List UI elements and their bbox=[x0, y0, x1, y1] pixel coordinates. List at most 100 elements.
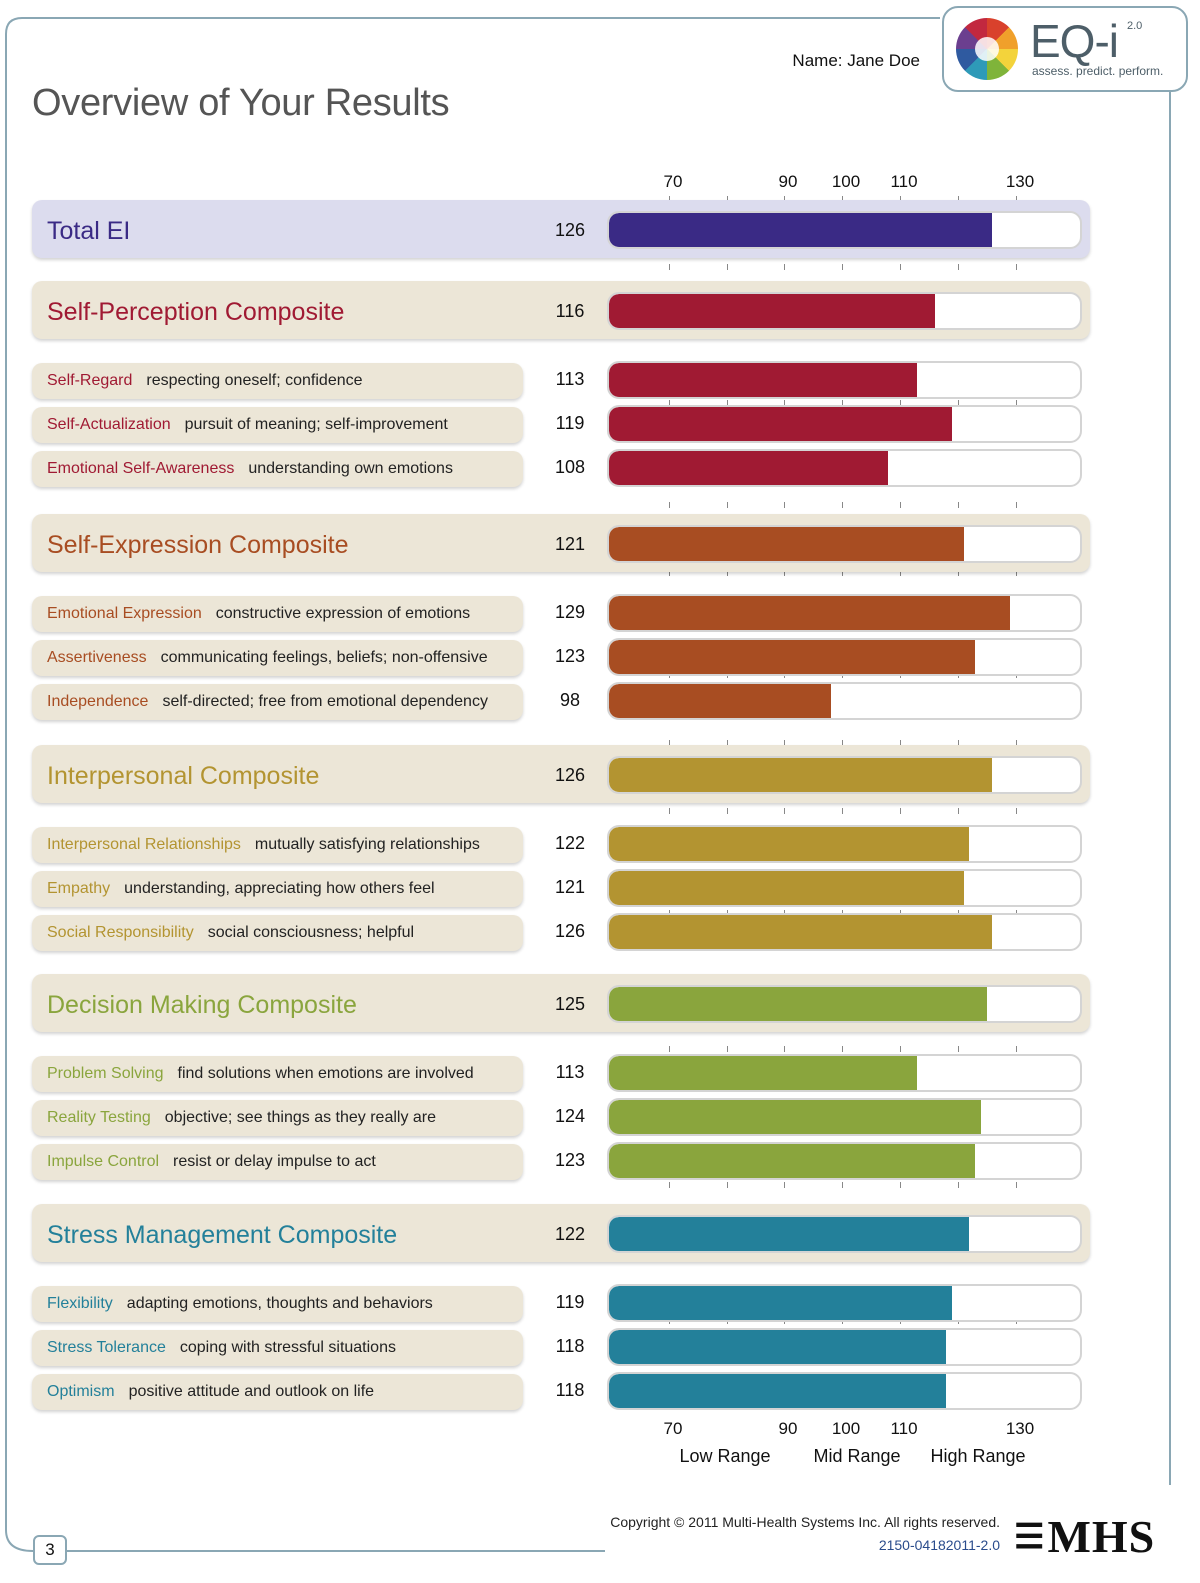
gridline-tick bbox=[669, 1046, 670, 1052]
score-bar-track bbox=[607, 211, 1082, 249]
score-value: 98 bbox=[559, 690, 581, 710]
page-title: Overview of Your Results bbox=[32, 82, 450, 124]
scale-title: Stress Tolerance bbox=[47, 1339, 166, 1356]
score-value: 122 bbox=[554, 1224, 586, 1244]
scale-name: Flexibility adapting emotions, thoughts a… bbox=[47, 1295, 433, 1313]
logo-brand: EQ-i bbox=[1030, 15, 1119, 67]
scale-name: Emotional Self-Awareness understanding ow… bbox=[47, 460, 453, 478]
scale-title: Optimism bbox=[47, 1383, 115, 1400]
gridline-tick bbox=[958, 196, 959, 202]
gridline-tick bbox=[727, 1182, 728, 1188]
scale-label-box bbox=[32, 1330, 523, 1366]
gridline-tick bbox=[958, 502, 959, 508]
scale-title: Self-Regard bbox=[47, 372, 133, 389]
scale-title: Reality Testing bbox=[47, 1109, 151, 1126]
scale-label-box bbox=[32, 1286, 523, 1322]
scale-name: Independence self-directed; free from emo… bbox=[47, 693, 488, 711]
gridline-tick bbox=[958, 1182, 959, 1188]
score-bar bbox=[609, 1056, 918, 1090]
score-value: 119 bbox=[555, 413, 585, 433]
score-value: 121 bbox=[554, 534, 586, 554]
scale-title: Emotional Self-Awareness bbox=[47, 460, 235, 477]
gridline-tick bbox=[1016, 264, 1017, 270]
gridline-tick bbox=[669, 400, 670, 406]
gridline-tick bbox=[900, 196, 901, 202]
gridline-tick bbox=[958, 264, 959, 270]
gridline-tick bbox=[900, 808, 901, 814]
gridline-tick bbox=[900, 570, 901, 576]
range-label-low: Low Range bbox=[679, 1446, 771, 1466]
score-bar-track bbox=[607, 682, 1082, 720]
axis-tick-label: 70 bbox=[663, 172, 683, 191]
gridline-tick bbox=[842, 570, 843, 576]
gridline-tick bbox=[669, 570, 670, 576]
scale-name: Empathy understanding, appreciating how o… bbox=[47, 880, 435, 898]
score-bar-track bbox=[607, 405, 1082, 443]
score-bar bbox=[609, 1100, 981, 1134]
score-bar-track bbox=[607, 1054, 1082, 1092]
scale-title: Flexibility bbox=[47, 1295, 113, 1312]
form-code: 2150-04182011-2.0 bbox=[878, 1537, 1000, 1553]
gridline-tick bbox=[784, 1182, 785, 1188]
scale-description: resist or delay impulse to act bbox=[173, 1153, 376, 1170]
scale-name: Optimism positive attitude and outlook on… bbox=[47, 1383, 374, 1401]
score-bar-track bbox=[607, 985, 1082, 1023]
score-bar-track bbox=[607, 449, 1082, 487]
score-bar bbox=[609, 363, 918, 397]
score-bar bbox=[609, 213, 993, 247]
scale-title: Decision Making Composite bbox=[47, 991, 357, 1019]
gridline-tick bbox=[1016, 740, 1017, 746]
score-value: 124 bbox=[554, 1106, 586, 1126]
gridline-tick bbox=[784, 502, 785, 508]
scale-title: Impulse Control bbox=[47, 1153, 160, 1170]
score-bar bbox=[609, 294, 935, 328]
person-name: Name: Jane Doe bbox=[792, 51, 920, 70]
score-value: 121 bbox=[554, 877, 586, 897]
axis-tick-label: 110 bbox=[890, 172, 918, 191]
gridline-tick bbox=[958, 808, 959, 814]
gridline-tick bbox=[727, 1046, 728, 1052]
scale-description: adapting emotions, thoughts and behavior… bbox=[126, 1295, 433, 1312]
score-bar bbox=[609, 915, 993, 949]
score-bar-track bbox=[607, 869, 1082, 907]
score-bar bbox=[609, 758, 993, 792]
score-value: 122 bbox=[554, 833, 586, 853]
logo-tagline: assess. predict. perform. bbox=[1032, 64, 1164, 78]
scale-description: mutually satisfying relationships bbox=[254, 836, 480, 853]
scale-name: Stress Tolerance coping with stressful si… bbox=[47, 1339, 396, 1357]
scale-name: Self-Expression Composite bbox=[47, 531, 349, 560]
range-label-mid: Mid Range bbox=[813, 1446, 901, 1466]
score-value: 116 bbox=[555, 301, 585, 321]
scale-label-box bbox=[32, 1144, 523, 1180]
gridline-tick bbox=[1016, 570, 1017, 576]
axis-tick-label: 110 bbox=[890, 1419, 918, 1438]
scale-label-box bbox=[32, 871, 523, 907]
score-value: 119 bbox=[555, 1292, 585, 1312]
gridline-tick bbox=[784, 570, 785, 576]
score-bar-track bbox=[607, 1372, 1082, 1410]
score-value: 123 bbox=[554, 646, 586, 666]
gridline-tick bbox=[727, 502, 728, 508]
score-bar-track bbox=[607, 361, 1082, 399]
axis-tick-label: 70 bbox=[663, 1419, 683, 1438]
scale-label-box bbox=[32, 640, 523, 676]
scale-description: communicating feelings, beliefs; non-off… bbox=[160, 649, 488, 666]
gridline-tick bbox=[784, 196, 785, 202]
score-bar-track bbox=[607, 594, 1082, 632]
gridline-tick bbox=[958, 1046, 959, 1052]
score-bar-track bbox=[607, 1142, 1082, 1180]
gridline-tick bbox=[1016, 400, 1017, 406]
gridline-tick bbox=[842, 1046, 843, 1052]
gridline-tick bbox=[842, 264, 843, 270]
scale-title: Assertiveness bbox=[47, 649, 147, 666]
scale-label-box bbox=[32, 596, 523, 632]
range-label-high: High Range bbox=[930, 1446, 1026, 1466]
scale-title: Problem Solving bbox=[47, 1065, 164, 1082]
page-number: 3 bbox=[33, 1535, 67, 1565]
scale-name: Social Responsibility social consciousnes… bbox=[47, 924, 414, 942]
score-bar bbox=[609, 1374, 947, 1408]
score-value: 126 bbox=[554, 220, 586, 240]
score-bar-track bbox=[607, 1328, 1082, 1366]
gridline-tick bbox=[727, 264, 728, 270]
scale-name: Emotional Expression constructive express… bbox=[47, 605, 470, 623]
